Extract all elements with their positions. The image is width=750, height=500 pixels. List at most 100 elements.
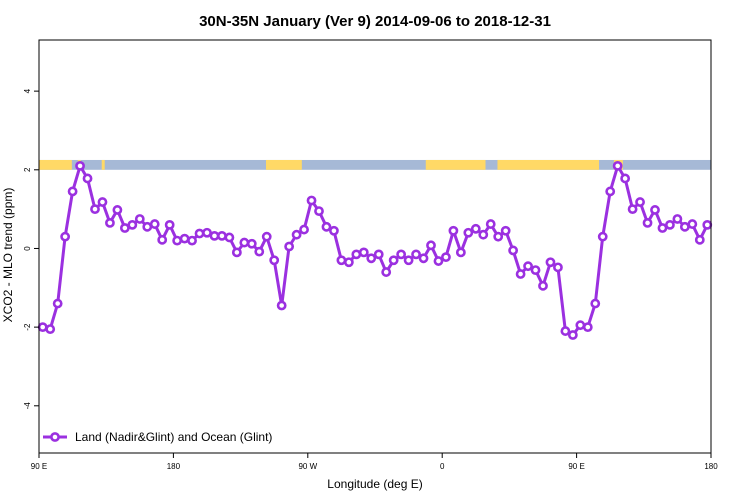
data-point: [179, 233, 190, 244]
data-point: [545, 257, 556, 268]
x-tick-label: 180: [704, 462, 718, 471]
data-point: [388, 255, 399, 266]
data-point: [306, 195, 317, 206]
data-point: [650, 205, 660, 215]
data-point: [470, 223, 481, 234]
y-tick-label: -2: [23, 323, 32, 331]
y-tick-label: 0: [23, 246, 32, 251]
data-point: [455, 247, 466, 258]
data-point: [508, 245, 519, 256]
data-point: [575, 320, 586, 331]
data-point: [373, 249, 384, 260]
data-point: [82, 173, 93, 184]
y-tick-label: 2: [23, 167, 32, 172]
x-tick-label: 180: [167, 462, 181, 471]
legend-marker-swatch: [50, 432, 60, 442]
legend: Land (Nadir&Glint) and Ocean (Glint): [43, 430, 272, 444]
data-point: [396, 249, 407, 260]
data-point: [493, 231, 504, 242]
data-point: [687, 219, 698, 229]
data-point: [582, 322, 593, 333]
data-point: [694, 234, 705, 245]
data-point: [612, 160, 623, 171]
data-point: [597, 231, 608, 242]
y-tick-label: -4: [23, 402, 32, 410]
data-point: [142, 221, 153, 232]
data-point: [157, 234, 168, 245]
data-point: [187, 235, 197, 246]
data-point: [202, 227, 212, 238]
data-point: [37, 322, 48, 333]
data-point: [343, 257, 354, 268]
data-point: [411, 249, 421, 260]
data-point: [620, 173, 631, 184]
data-point: [75, 160, 85, 171]
data-point: [172, 235, 183, 246]
data-point: [261, 231, 272, 242]
data-point: [60, 231, 71, 242]
x-axis: 90 E 180 90 W 0 90 E 180: [31, 453, 718, 471]
x-tick-label: 90 W: [298, 462, 317, 471]
data-point: [336, 255, 347, 266]
data-point: [530, 265, 541, 275]
data-point: [463, 227, 474, 238]
data-point: [254, 246, 265, 257]
x-tick-label: 90 E: [31, 462, 47, 471]
data-point: [403, 255, 414, 266]
data-point: [299, 224, 309, 235]
data-point: [246, 238, 257, 249]
data-point: [52, 298, 63, 309]
band-land-segment: [497, 159, 599, 170]
data-point: [209, 230, 220, 241]
data-point: [134, 214, 145, 224]
data-point: [90, 204, 100, 215]
data-point: [567, 330, 578, 340]
x-tick-label: 90 E: [568, 462, 584, 471]
legend-label: Land (Nadir&Glint) and Ocean (Glint): [75, 430, 272, 444]
data-point: [642, 217, 653, 228]
band-land-segment: [101, 159, 105, 170]
data-point: [448, 225, 459, 236]
data-point: [478, 229, 489, 240]
data-point: [149, 219, 160, 229]
band-land-segment: [425, 159, 486, 170]
data-point: [515, 269, 526, 279]
data-point: [329, 225, 339, 236]
data-point: [657, 223, 668, 233]
data-point: [164, 219, 175, 230]
data-point: [702, 219, 713, 230]
band-ocean: [39, 159, 711, 170]
data-point: [321, 221, 332, 232]
data-point: [269, 255, 280, 266]
data-point: [366, 253, 377, 264]
data-point: [500, 225, 511, 236]
data-point: [433, 256, 444, 266]
band-land-segment: [265, 159, 302, 170]
data-point: [418, 253, 429, 264]
data-point: [605, 186, 616, 197]
series-layer: [37, 160, 713, 340]
data-point: [672, 214, 683, 224]
data-point: [679, 221, 690, 232]
data-point: [314, 206, 324, 216]
y-axis-label: XCO2 - MLO trend (ppm): [1, 188, 15, 323]
data-point: [97, 197, 108, 207]
data-point: [217, 230, 227, 241]
data-point: [441, 252, 451, 263]
surface-type-band: [39, 159, 711, 170]
data-point: [276, 300, 287, 311]
y-axis: -4 -2 0 2 4: [23, 88, 39, 409]
data-point: [426, 240, 436, 251]
plot-frame: [38, 39, 712, 454]
data-point: [284, 241, 295, 252]
data-point: [381, 267, 392, 277]
data-point: [224, 232, 235, 243]
data-point: [538, 280, 548, 291]
y-tick-label: 4: [23, 88, 32, 93]
data-point: [560, 326, 571, 336]
data-point: [485, 219, 496, 229]
data-point: [45, 324, 56, 334]
data-point: [665, 219, 675, 230]
data-point: [67, 186, 78, 197]
